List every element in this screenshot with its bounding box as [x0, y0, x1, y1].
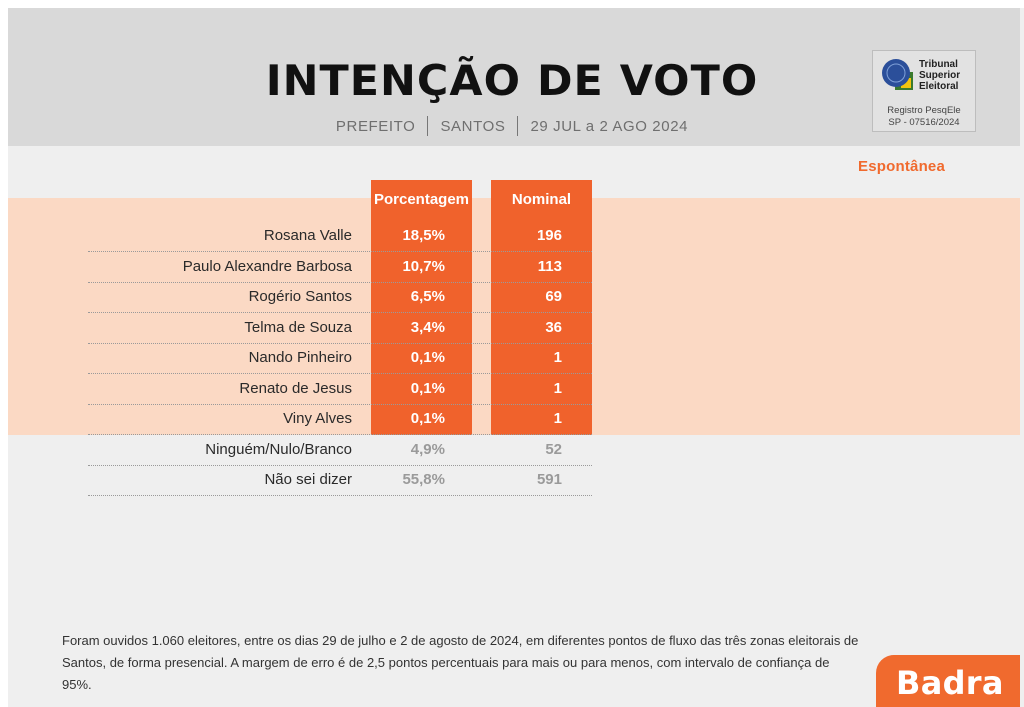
percentage-value: 18,5%	[402, 227, 445, 244]
row-divider	[88, 495, 592, 496]
tse-emblem-icon	[882, 59, 913, 90]
row-label: Não sei dizer	[264, 471, 352, 488]
row-label: Renato de Jesus	[239, 379, 352, 397]
column-header-percentage: Porcentagem	[373, 191, 470, 208]
section-label: Espontânea	[858, 158, 946, 175]
percentage-value: 10,7%	[402, 257, 445, 275]
nominal-value: 69	[545, 288, 562, 305]
row-divider	[88, 373, 592, 374]
percentage-value: 0,1%	[410, 379, 445, 397]
subtitle: PREFEITO SANTOS 29 JUL a 2 AGO 2024	[0, 116, 1024, 136]
tse-name-line: Superior	[919, 70, 961, 81]
brand-logo: Badra	[896, 664, 1004, 702]
row-divider	[88, 342, 592, 344]
percentage-value: 6,5%	[410, 288, 445, 305]
percentage-value: 0,1%	[410, 410, 445, 427]
subtitle-office: PREFEITO	[335, 118, 416, 135]
tse-registry-badge: Tribunal Superior Eleitoral Registro Pes…	[872, 50, 976, 132]
percentage-value: 55,8%	[402, 471, 445, 488]
nominal-value: 52	[545, 440, 562, 458]
row-divider	[88, 403, 592, 405]
tse-name-line: Tribunal	[919, 59, 958, 70]
registration-label: Registro PesqEle	[887, 105, 961, 116]
subtitle-separator	[427, 116, 429, 136]
row-label: Paulo Alexandre Barbosa	[182, 257, 352, 275]
subtitle-city: SANTOS	[440, 118, 506, 135]
row-divider	[88, 464, 592, 466]
tse-registration: Registro PesqEle SP - 07516/2024	[873, 105, 975, 129]
row-label: Telma de Souza	[244, 318, 352, 336]
nominal-value: 36	[545, 318, 562, 336]
row-label: Ninguém/Nulo/Branco	[205, 440, 352, 458]
methodology-footnote: Foram ouvidos 1.060 eleitores, entre os …	[62, 633, 859, 692]
row-label: Rosana Valle	[263, 227, 352, 244]
nominal-value: 1	[553, 349, 562, 366]
subtitle-dates: 29 JUL a 2 AGO 2024	[530, 118, 689, 135]
percentage-value: 3,4%	[410, 318, 445, 336]
subtitle-separator	[517, 116, 519, 136]
top-edge	[0, 0, 1024, 8]
row-label: Nando Pinheiro	[248, 349, 352, 366]
percentage-value: 0,1%	[410, 349, 445, 366]
row-label: Rogério Santos	[248, 288, 352, 305]
tse-name: Tribunal Superior Eleitoral	[919, 59, 975, 92]
nominal-value: 1	[553, 410, 562, 427]
percentage-value: 4,9%	[410, 440, 445, 458]
header-band	[8, 8, 1020, 146]
nominal-value: 113	[537, 257, 562, 275]
page-title: INTENÇÃO DE VOTO	[265, 56, 759, 105]
nominal-value: 591	[536, 471, 562, 488]
percentage-column-bg	[371, 180, 472, 435]
row-divider	[88, 281, 592, 283]
nominal-value: 1	[553, 379, 562, 397]
nominal-value: 196	[536, 227, 562, 244]
brand-badge: Badra	[876, 655, 1020, 707]
tse-name-line: Eleitoral	[919, 81, 959, 92]
column-header-nominal: Nominal	[511, 191, 572, 208]
nominal-column-bg	[491, 180, 592, 435]
registration-number: SP - 07516/2024	[888, 117, 960, 128]
row-label: Viny Alves	[283, 410, 352, 427]
row-divider	[88, 312, 592, 313]
row-divider	[88, 251, 592, 252]
row-divider	[88, 434, 592, 435]
side-edge	[0, 0, 8, 707]
